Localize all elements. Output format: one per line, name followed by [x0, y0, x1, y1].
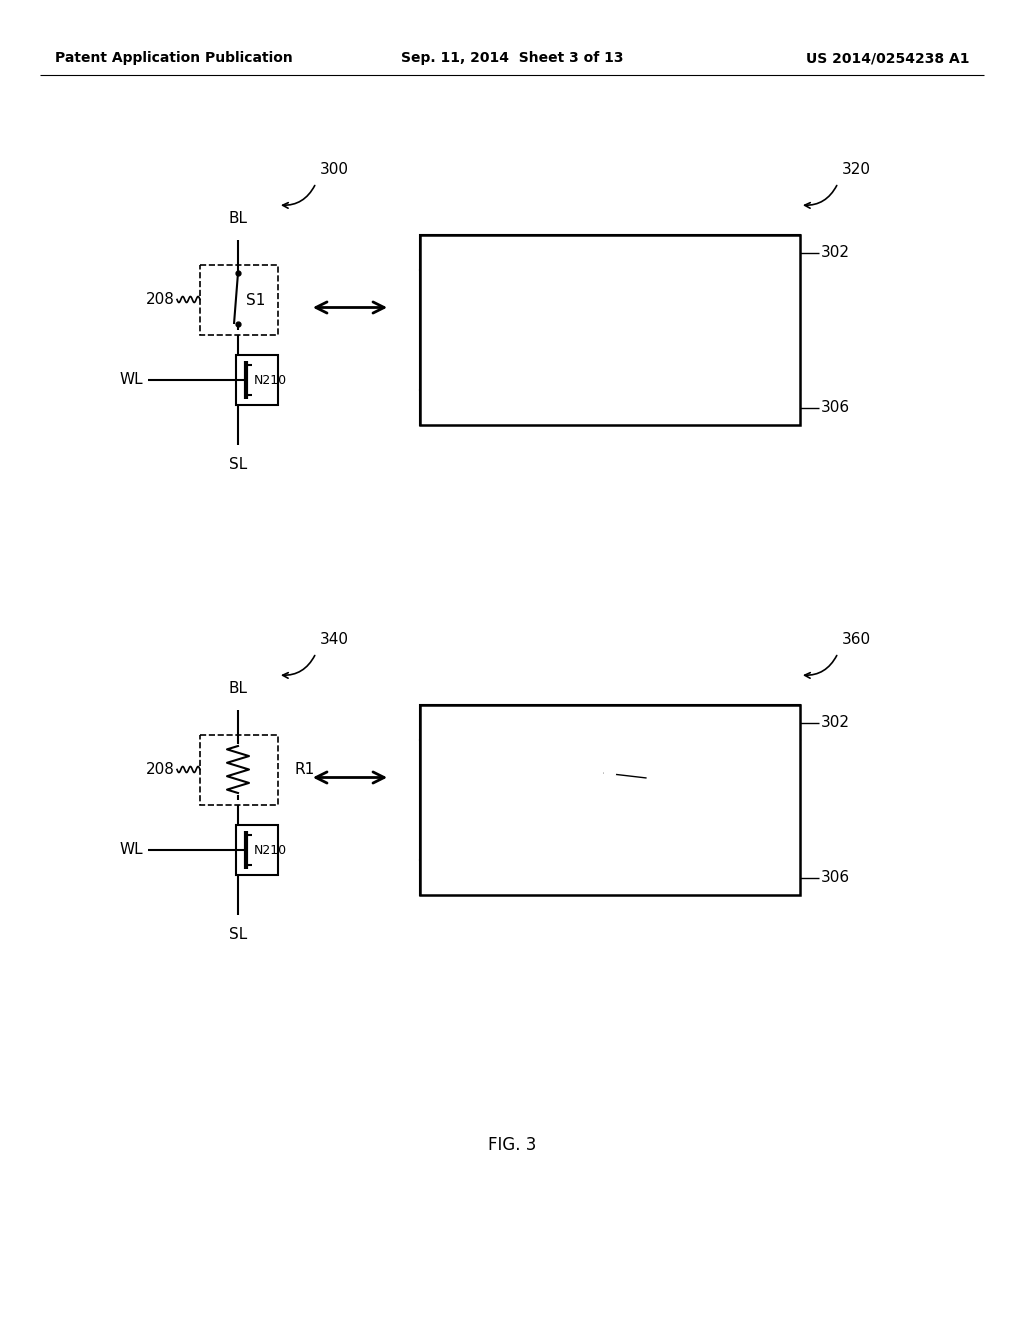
Circle shape — [609, 779, 620, 789]
Circle shape — [572, 791, 584, 803]
Circle shape — [553, 842, 564, 853]
Circle shape — [618, 804, 630, 816]
Circle shape — [567, 804, 579, 816]
Circle shape — [569, 830, 581, 841]
Text: N210: N210 — [254, 843, 287, 857]
Text: 304: 304 — [596, 322, 625, 338]
Circle shape — [638, 854, 649, 866]
Text: 306: 306 — [821, 400, 850, 414]
Circle shape — [588, 842, 598, 853]
Bar — [420, 235, 800, 425]
Text: BL: BL — [228, 681, 248, 696]
Circle shape — [559, 854, 570, 866]
Circle shape — [627, 854, 638, 866]
Bar — [420, 705, 800, 741]
Circle shape — [562, 818, 573, 829]
Text: WL: WL — [120, 842, 143, 858]
Circle shape — [593, 830, 604, 841]
Circle shape — [599, 818, 610, 829]
Bar — [420, 741, 800, 861]
Bar — [420, 389, 800, 425]
Circle shape — [593, 759, 604, 770]
Text: S1: S1 — [246, 293, 265, 308]
Circle shape — [587, 818, 598, 829]
Text: N210: N210 — [254, 374, 287, 387]
Circle shape — [604, 768, 615, 779]
Circle shape — [593, 779, 604, 789]
Circle shape — [604, 854, 615, 866]
Text: US 2014/0254238 A1: US 2014/0254238 A1 — [807, 51, 970, 65]
Bar — [420, 705, 800, 895]
Bar — [420, 235, 800, 271]
Circle shape — [616, 830, 628, 841]
Circle shape — [613, 791, 625, 803]
Text: 340: 340 — [319, 632, 349, 647]
Circle shape — [605, 830, 615, 841]
Circle shape — [558, 830, 568, 841]
Circle shape — [574, 818, 586, 829]
Circle shape — [564, 842, 575, 853]
Text: Sep. 11, 2014  Sheet 3 of 13: Sep. 11, 2014 Sheet 3 of 13 — [400, 51, 624, 65]
Circle shape — [578, 779, 589, 789]
Circle shape — [624, 818, 635, 829]
Circle shape — [593, 804, 604, 816]
Circle shape — [606, 804, 616, 816]
Circle shape — [599, 842, 610, 853]
Circle shape — [615, 854, 627, 866]
Text: 308: 308 — [648, 771, 678, 785]
Circle shape — [582, 768, 593, 779]
Circle shape — [548, 854, 559, 866]
Text: FIG. 3: FIG. 3 — [487, 1137, 537, 1154]
Text: 208: 208 — [146, 762, 175, 777]
Text: 306: 306 — [821, 870, 850, 884]
Text: BL: BL — [228, 211, 248, 226]
Text: 302: 302 — [821, 715, 850, 730]
Bar — [420, 861, 800, 895]
Circle shape — [611, 818, 623, 829]
Text: 302: 302 — [821, 246, 850, 260]
Circle shape — [622, 842, 633, 853]
Bar — [200, 735, 278, 805]
Circle shape — [581, 804, 591, 816]
Circle shape — [634, 842, 644, 853]
Text: 320: 320 — [842, 162, 871, 177]
Circle shape — [575, 842, 587, 853]
Text: 360: 360 — [842, 632, 871, 647]
Bar — [200, 265, 278, 335]
Circle shape — [582, 854, 593, 866]
Text: 208: 208 — [146, 292, 175, 308]
Circle shape — [629, 830, 640, 841]
Bar — [236, 825, 278, 875]
Text: SL: SL — [229, 457, 247, 473]
Circle shape — [610, 842, 622, 853]
Circle shape — [587, 791, 597, 803]
Text: 300: 300 — [319, 162, 349, 177]
Circle shape — [582, 830, 592, 841]
Circle shape — [593, 854, 604, 866]
Text: SL: SL — [229, 927, 247, 942]
Bar — [236, 355, 278, 405]
Text: WL: WL — [120, 372, 143, 388]
Circle shape — [600, 791, 611, 803]
Text: Patent Application Publication: Patent Application Publication — [55, 51, 293, 65]
Text: R1: R1 — [294, 762, 314, 777]
Bar — [420, 271, 800, 389]
Text: 304: 304 — [466, 755, 495, 770]
Circle shape — [570, 854, 582, 866]
